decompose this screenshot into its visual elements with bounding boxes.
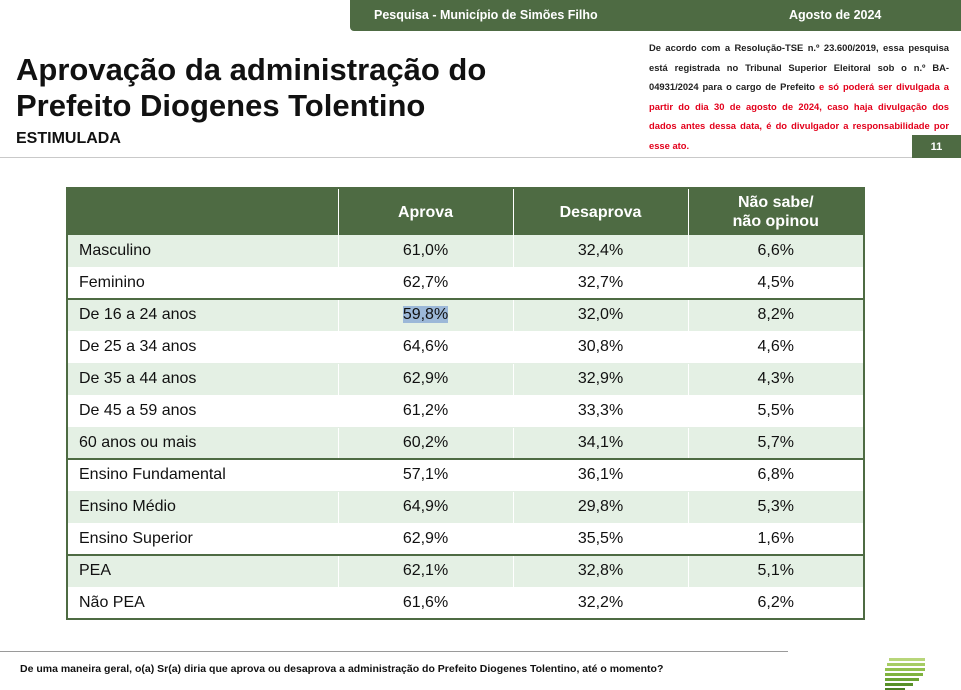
cell-desaprova[interactable]: 36,1%	[512, 458, 688, 492]
cell-nao-sabe[interactable]: 6,2%	[687, 587, 864, 620]
row-label: De 45 a 59 anos	[67, 395, 338, 428]
table-row: PEA 62,1% 32,8% 5,1%	[67, 554, 864, 588]
table-row: De 25 a 34 anos 64,6% 30,8% 4,6%	[67, 331, 864, 364]
cell-aprova[interactable]: 62,7%	[337, 267, 513, 300]
cell-aprova[interactable]: 61,6%	[337, 587, 513, 620]
row-label: De 35 a 44 anos	[67, 363, 338, 396]
table-row: Ensino Fundamental 57,1% 36,1% 6,8%	[67, 458, 864, 492]
survey-name: Pesquisa - Município de Simões Filho	[374, 8, 598, 22]
cell-nao-sabe[interactable]: 6,8%	[687, 458, 864, 492]
top-header-bar: Pesquisa - Município de Simões Filho Ago…	[350, 0, 961, 31]
table-row: Ensino Médio 64,9% 29,8% 5,3%	[67, 491, 864, 524]
page-number: 11	[912, 135, 961, 158]
legal-notice: De acordo com a Resolução-TSE n.º 23.600…	[649, 38, 949, 155]
table-row: Ensino Superior 62,9% 35,5% 1,6%	[67, 523, 864, 556]
cell-aprova[interactable]: 62,1%	[337, 554, 513, 588]
cell-desaprova[interactable]: 32,2%	[512, 587, 688, 620]
title-line-1: Aprovação da administração do	[16, 52, 487, 87]
cell-nao-sabe[interactable]: 4,5%	[687, 267, 864, 300]
row-label: Não PEA	[67, 587, 338, 620]
page-title: Aprovação da administração do Prefeito D…	[16, 52, 536, 124]
header-desaprova: Desaprova	[512, 188, 688, 235]
page-subtitle: ESTIMULADA	[16, 130, 121, 147]
table-header-row: Aprova Desaprova Não sabe/ não opinou	[67, 188, 864, 235]
cell-aprova[interactable]: 62,9%	[337, 363, 513, 396]
table-row: Masculino 61,0% 32,4% 6,6%	[67, 235, 864, 268]
cell-nao-sabe[interactable]: 4,3%	[687, 363, 864, 396]
approval-table: Aprova Desaprova Não sabe/ não opinou Ma…	[66, 187, 865, 620]
cell-aprova[interactable]: 61,0%	[337, 235, 513, 268]
cell-aprova[interactable]: 64,6%	[337, 331, 513, 364]
row-label: De 16 a 24 anos	[67, 298, 338, 332]
header-nao-sabe-line2: não opinou	[732, 213, 819, 230]
title-line-2: Prefeito Diogenes Tolentino	[16, 88, 426, 123]
survey-question: De uma maneira geral, o(a) Sr(a) diria q…	[20, 663, 664, 675]
cell-aprova[interactable]: 64,9%	[337, 491, 513, 524]
cell-desaprova[interactable]: 32,7%	[512, 267, 688, 300]
row-label: Masculino	[67, 235, 338, 268]
cell-desaprova[interactable]: 30,8%	[512, 331, 688, 364]
header-nao-sabe-line1: Não sabe/	[737, 194, 814, 211]
cell-nao-sabe[interactable]: 5,7%	[687, 427, 864, 460]
cell-aprova[interactable]: 60,2%	[337, 427, 513, 460]
survey-date: Agosto de 2024	[789, 8, 882, 22]
cell-aprova[interactable]: 59,8%	[337, 298, 513, 332]
footer-divider	[0, 651, 788, 652]
cell-desaprova[interactable]: 29,8%	[512, 491, 688, 524]
row-label: 60 anos ou mais	[67, 427, 338, 460]
cell-desaprova[interactable]: 32,8%	[512, 554, 688, 588]
cell-nao-sabe[interactable]: 6,6%	[687, 235, 864, 268]
table-row: Feminino 62,7% 32,7% 4,5%	[67, 267, 864, 300]
header-nao-sabe: Não sabe/ não opinou	[687, 188, 864, 235]
cell-desaprova[interactable]: 32,9%	[512, 363, 688, 396]
selected-text-highlight[interactable]: 59,8%	[402, 306, 449, 324]
cell-nao-sabe[interactable]: 5,5%	[687, 395, 864, 428]
row-label: Ensino Superior	[67, 523, 338, 556]
cell-desaprova[interactable]: 34,1%	[512, 427, 688, 460]
stacked-green-bars-logo-icon	[885, 658, 925, 690]
table-row: 60 anos ou mais 60,2% 34,1% 5,7%	[67, 427, 864, 460]
table-row: De 16 a 24 anos 59,8% 32,0% 8,2%	[67, 298, 864, 332]
cell-desaprova[interactable]: 32,0%	[512, 298, 688, 332]
table-row: De 45 a 59 anos 61,2% 33,3% 5,5%	[67, 395, 864, 428]
row-label: De 25 a 34 anos	[67, 331, 338, 364]
cell-aprova[interactable]: 61,2%	[337, 395, 513, 428]
header-aprova: Aprova	[337, 188, 513, 235]
cell-aprova[interactable]: 62,9%	[337, 523, 513, 556]
cell-desaprova[interactable]: 32,4%	[512, 235, 688, 268]
cell-nao-sabe[interactable]: 8,2%	[687, 298, 864, 332]
cell-nao-sabe[interactable]: 4,6%	[687, 331, 864, 364]
header-segment	[67, 188, 338, 235]
row-label: PEA	[67, 554, 338, 588]
cell-desaprova[interactable]: 33,3%	[512, 395, 688, 428]
cell-desaprova[interactable]: 35,5%	[512, 523, 688, 556]
row-label: Ensino Fundamental	[67, 458, 338, 492]
row-label: Ensino Médio	[67, 491, 338, 524]
row-label: Feminino	[67, 267, 338, 300]
header-divider	[0, 157, 912, 158]
legal-notice-warning: e só poderá ser divulgada a partir do di…	[649, 81, 949, 151]
cell-nao-sabe[interactable]: 5,1%	[687, 554, 864, 588]
cell-nao-sabe[interactable]: 1,6%	[687, 523, 864, 556]
cell-nao-sabe[interactable]: 5,3%	[687, 491, 864, 524]
table-row: De 35 a 44 anos 62,9% 32,9% 4,3%	[67, 363, 864, 396]
legal-notice-registration: De acordo com a Resolução-TSE n.º 23.600…	[649, 42, 949, 92]
cell-aprova[interactable]: 57,1%	[337, 458, 513, 492]
table-row: Não PEA 61,6% 32,2% 6,2%	[67, 587, 864, 620]
